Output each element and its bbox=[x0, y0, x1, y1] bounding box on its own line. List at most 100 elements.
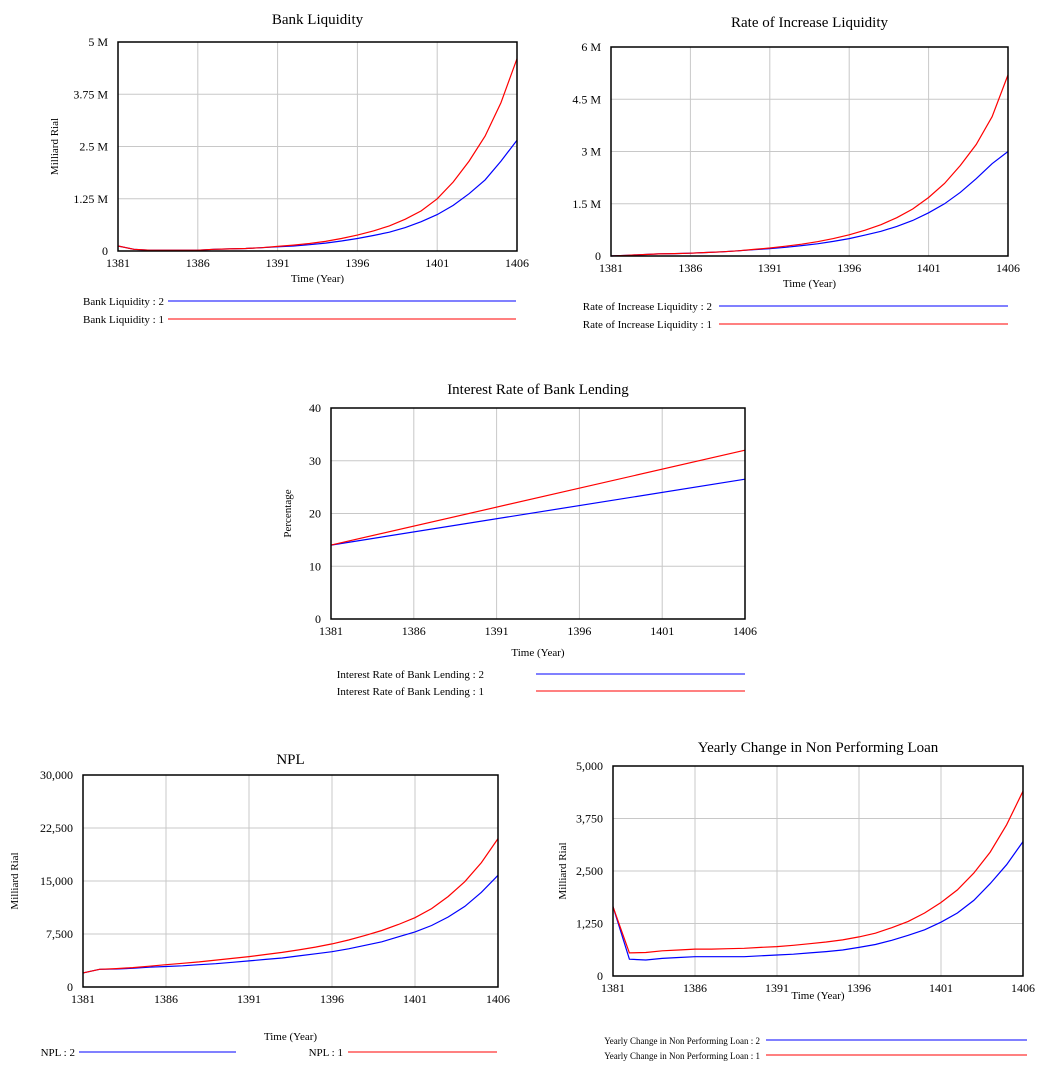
y-tick-label: 2.5 M bbox=[79, 140, 108, 154]
chart-title: Bank Liquidity bbox=[272, 12, 364, 28]
series-line bbox=[612, 841, 1024, 961]
legend-label: NPL : 1 bbox=[309, 1047, 343, 1059]
legend: Yearly Change in Non Performing Loan : 2… bbox=[604, 1036, 1027, 1061]
legend: Rate of Increase Liquidity : 2 Rate of In… bbox=[583, 301, 1008, 331]
legend: Bank Liquidity : 2 Bank Liquidity : 1 bbox=[83, 296, 516, 326]
y-axis-label: Milliard Rial bbox=[557, 842, 569, 899]
legend-label: Bank Liquidity : 1 bbox=[83, 314, 164, 326]
x-tick-label: 1391 bbox=[765, 981, 789, 995]
x-tick-label: 1396 bbox=[567, 624, 591, 638]
chart-0: Bank Liquidity 1381 1386 1391 1396 1401 1406 0 1… bbox=[49, 12, 529, 326]
x-tick-label: 1381 bbox=[599, 261, 623, 275]
series-line bbox=[330, 478, 746, 546]
series-line bbox=[82, 874, 499, 974]
x-tick-label: 1406 bbox=[733, 624, 757, 638]
x-tick-label: 1396 bbox=[320, 992, 344, 1006]
plot-frame bbox=[612, 765, 1024, 977]
chart-title: Interest Rate of Bank Lending bbox=[447, 382, 629, 398]
y-tick-label: 40 bbox=[309, 401, 321, 415]
series-line bbox=[117, 139, 518, 251]
y-tick-label: 15,000 bbox=[40, 874, 73, 888]
legend: NPL : 2 NPL : 1 bbox=[41, 1047, 497, 1059]
x-tick-label: 1381 bbox=[106, 256, 130, 270]
y-tick-label: 5,000 bbox=[576, 759, 603, 773]
x-tick-label: 1391 bbox=[758, 261, 782, 275]
x-tick-label: 1401 bbox=[917, 261, 941, 275]
x-tick-label: 1406 bbox=[505, 256, 529, 270]
series-line bbox=[117, 58, 518, 251]
y-tick-label: 22,500 bbox=[40, 821, 73, 835]
x-tick-label: 1396 bbox=[837, 261, 861, 275]
legend-label: Interest Rate of Bank Lending : 2 bbox=[337, 669, 484, 681]
legend-label: Rate of Increase Liquidity : 1 bbox=[583, 319, 712, 331]
legend-label: Yearly Change in Non Performing Loan : 1 bbox=[604, 1051, 760, 1061]
plot-frame bbox=[330, 407, 746, 620]
y-tick-label: 3,750 bbox=[576, 812, 603, 826]
chart-2: Interest Rate of Bank Lending 1381 1386 139… bbox=[282, 382, 757, 698]
x-tick-label: 1381 bbox=[601, 981, 625, 995]
x-axis-label: Time (Year) bbox=[791, 990, 845, 1002]
y-tick-label: 1.25 M bbox=[73, 192, 108, 206]
series-line bbox=[330, 449, 746, 546]
y-tick-label: 0 bbox=[315, 612, 321, 626]
series-line bbox=[610, 74, 1009, 257]
plot-frame bbox=[82, 774, 499, 988]
legend-label: NPL : 2 bbox=[41, 1047, 75, 1059]
y-axis-label: Milliard Rial bbox=[49, 118, 61, 175]
chart-title: Rate of Increase Liquidity bbox=[731, 15, 889, 31]
x-tick-label: 1396 bbox=[345, 256, 369, 270]
y-tick-label: 7,500 bbox=[46, 927, 73, 941]
x-tick-label: 1391 bbox=[237, 992, 261, 1006]
y-tick-label: 5 M bbox=[88, 35, 108, 49]
x-tick-label: 1381 bbox=[71, 992, 95, 1006]
x-tick-label: 1401 bbox=[403, 992, 427, 1006]
x-tick-label: 1401 bbox=[425, 256, 449, 270]
y-tick-label: 10 bbox=[309, 559, 321, 573]
x-tick-label: 1381 bbox=[319, 624, 343, 638]
x-tick-label: 1406 bbox=[996, 261, 1020, 275]
legend-label: Bank Liquidity : 2 bbox=[83, 296, 164, 308]
legend-label: Rate of Increase Liquidity : 2 bbox=[583, 301, 712, 313]
plot-frame bbox=[610, 46, 1009, 257]
chart-title: Yearly Change in Non Performing Loan bbox=[698, 740, 939, 756]
y-axis-label: Percentage bbox=[282, 489, 294, 537]
y-tick-label: 0 bbox=[67, 980, 73, 994]
legend-label: Interest Rate of Bank Lending : 1 bbox=[337, 686, 484, 698]
series-line bbox=[612, 790, 1024, 954]
chart-1: Rate of Increase Liquidity 1381 1386 1391 13… bbox=[572, 15, 1020, 331]
x-tick-label: 1386 bbox=[678, 261, 702, 275]
x-axis-label: Time (Year) bbox=[511, 647, 565, 659]
x-tick-label: 1401 bbox=[929, 981, 953, 995]
x-tick-label: 1386 bbox=[154, 992, 178, 1006]
plot-frame bbox=[117, 41, 518, 252]
x-tick-label: 1386 bbox=[683, 981, 707, 995]
x-tick-label: 1406 bbox=[486, 992, 510, 1006]
y-tick-label: 0 bbox=[597, 969, 603, 983]
x-tick-label: 1391 bbox=[485, 624, 509, 638]
y-axis-label: Milliard Rial bbox=[9, 852, 21, 909]
legend-label: Yearly Change in Non Performing Loan : 2 bbox=[604, 1036, 760, 1046]
x-tick-label: 1401 bbox=[650, 624, 674, 638]
legend: Interest Rate of Bank Lending : 2 Interes… bbox=[337, 669, 745, 698]
y-tick-label: 6 M bbox=[581, 40, 601, 54]
y-tick-label: 2,500 bbox=[576, 864, 603, 878]
series-line bbox=[82, 838, 499, 974]
y-tick-label: 3.75 M bbox=[73, 87, 108, 101]
y-tick-label: 4.5 M bbox=[572, 92, 601, 106]
x-tick-label: 1386 bbox=[402, 624, 426, 638]
y-tick-label: 30,000 bbox=[40, 768, 73, 782]
y-tick-label: 0 bbox=[102, 244, 108, 258]
y-tick-label: 1,250 bbox=[576, 917, 603, 931]
x-tick-label: 1396 bbox=[847, 981, 871, 995]
chart-4: Yearly Change in Non Performing Loan 1381… bbox=[557, 740, 1035, 1061]
x-axis-label: Time (Year) bbox=[291, 273, 345, 285]
x-axis-label: Time (Year) bbox=[264, 1031, 318, 1043]
y-tick-label: 30 bbox=[309, 454, 321, 468]
x-tick-label: 1406 bbox=[1011, 981, 1035, 995]
chart-3: NPL 1381 1386 1391 1396 1401 1406 0 7,500 15,000 2… bbox=[9, 752, 510, 1059]
x-tick-label: 1386 bbox=[186, 256, 210, 270]
chart-title: NPL bbox=[276, 752, 304, 768]
y-tick-label: 20 bbox=[309, 507, 321, 521]
y-tick-label: 1.5 M bbox=[572, 197, 601, 211]
